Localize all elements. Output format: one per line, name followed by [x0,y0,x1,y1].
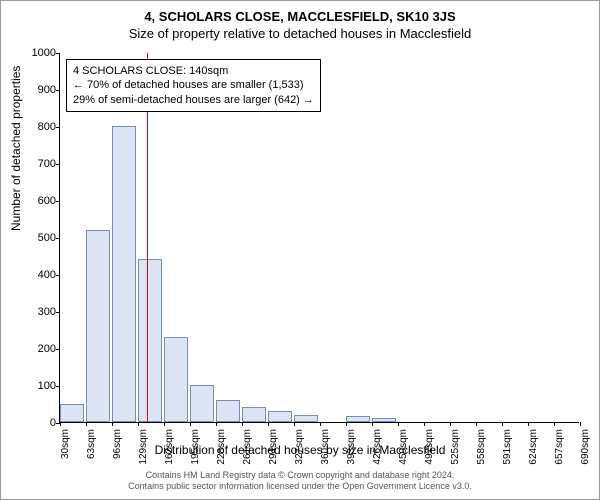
info-line-2: ← 70% of detached houses are smaller (1,… [73,78,314,92]
y-tick-mark [56,127,60,128]
x-tick-mark [476,422,477,426]
x-tick-mark [86,422,87,426]
y-tick-mark [56,238,60,239]
y-tick-label: 0 [22,417,56,429]
y-tick-label: 1000 [22,47,56,59]
y-tick-label: 200 [22,343,56,355]
histogram-bar [268,411,292,422]
footer-line-2: Contains public sector information licen… [1,481,599,493]
x-axis-label: Distribution of detached houses by size … [1,443,599,457]
y-tick-mark [56,53,60,54]
y-tick-mark [56,201,60,202]
y-tick-label: 300 [22,306,56,318]
title-main: 4, SCHOLARS CLOSE, MACCLESFIELD, SK10 3J… [1,1,599,24]
x-tick-mark [138,422,139,426]
histogram-bar [242,407,266,422]
x-tick-mark [190,422,191,426]
x-tick-mark [112,422,113,426]
x-tick-mark [294,422,295,426]
y-tick-label: 100 [22,380,56,392]
x-tick-mark [554,422,555,426]
y-tick-mark [56,386,60,387]
x-tick-mark [450,422,451,426]
y-tick-label: 500 [22,232,56,244]
histogram-bar [112,126,136,422]
y-tick-label: 800 [22,121,56,133]
histogram-bar [190,385,214,422]
histogram-bar [86,230,110,422]
histogram-bar [216,400,240,422]
y-tick-mark [56,312,60,313]
info-line-1: 4 SCHOLARS CLOSE: 140sqm [73,64,314,78]
y-tick-label: 600 [22,195,56,207]
y-tick-label: 700 [22,158,56,170]
chart-area: 0100200300400500600700800900100030sqm63s… [59,53,579,423]
x-tick-mark [60,422,61,426]
y-tick-mark [56,164,60,165]
x-tick-mark [216,422,217,426]
y-tick-label: 900 [22,84,56,96]
histogram-bar [138,259,162,422]
x-tick-mark [242,422,243,426]
histogram-bar [164,337,188,422]
x-tick-mark [398,422,399,426]
x-tick-mark [424,422,425,426]
histogram-bar [294,415,318,422]
y-tick-label: 400 [22,269,56,281]
y-tick-mark [56,90,60,91]
plot-area: 0100200300400500600700800900100030sqm63s… [59,53,579,423]
info-box: 4 SCHOLARS CLOSE: 140sqm← 70% of detache… [66,59,321,112]
y-tick-mark [56,349,60,350]
histogram-bar [60,404,84,423]
y-tick-mark [56,275,60,276]
x-tick-mark [580,422,581,426]
x-tick-mark [164,422,165,426]
title-sub: Size of property relative to detached ho… [1,24,599,41]
chart-container: 4, SCHOLARS CLOSE, MACCLESFIELD, SK10 3J… [0,0,600,500]
x-tick-mark [502,422,503,426]
histogram-bar [346,416,370,422]
footer-line-1: Contains HM Land Registry data © Crown c… [1,470,599,482]
footer-attribution: Contains HM Land Registry data © Crown c… [1,470,599,493]
x-tick-mark [528,422,529,426]
x-tick-mark [346,422,347,426]
y-axis-label: Number of detached properties [9,66,23,231]
info-line-3: 29% of semi-detached houses are larger (… [73,93,314,107]
x-tick-mark [372,422,373,426]
x-tick-mark [268,422,269,426]
histogram-bar [372,418,396,422]
x-tick-mark [320,422,321,426]
